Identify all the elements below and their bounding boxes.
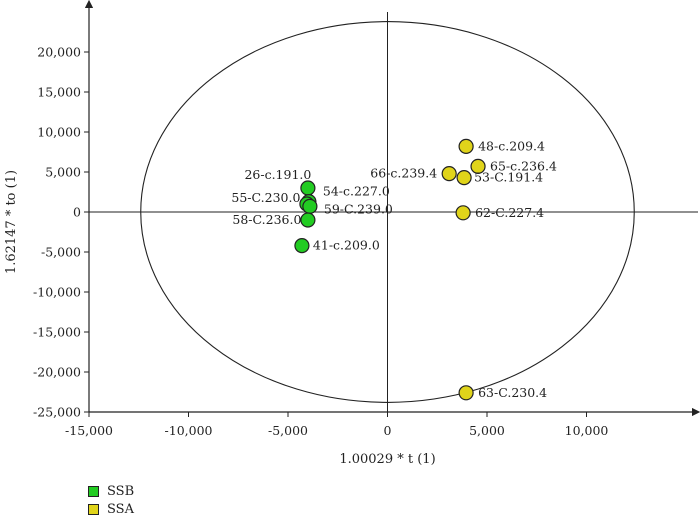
y-tick-label: -20,000 bbox=[33, 365, 81, 380]
y-tick-label: -5,000 bbox=[41, 245, 81, 260]
y-tick-label: 10,000 bbox=[37, 125, 81, 140]
point-label: 41-c.209.0 bbox=[313, 238, 380, 253]
legend-swatch-ssb bbox=[88, 485, 99, 497]
y-tick-label: -25,000 bbox=[33, 405, 81, 420]
y-tick-label: 15,000 bbox=[37, 85, 81, 100]
x-tick-label: 10,000 bbox=[565, 423, 609, 438]
point-label: 58-C.236.0 bbox=[232, 212, 301, 227]
legend-swatch-ssa bbox=[88, 503, 99, 515]
data-point bbox=[458, 385, 474, 401]
legend-label-ssb: SSB bbox=[107, 483, 135, 499]
point-label: 62-C.227.4 bbox=[475, 205, 544, 220]
y-tick-label: -10,000 bbox=[33, 285, 81, 300]
y-axis-label: 1.62147 * to (1) bbox=[4, 170, 19, 274]
x-tick-label: 5,000 bbox=[469, 423, 505, 438]
x-tick-label: -15,000 bbox=[65, 423, 113, 438]
point-label: 53-C.191.4 bbox=[474, 170, 543, 185]
data-point bbox=[300, 180, 316, 196]
data-point bbox=[456, 170, 472, 186]
data-point bbox=[294, 238, 310, 254]
point-label: 48-c.209.4 bbox=[478, 138, 545, 153]
x-tick-label: -5,000 bbox=[268, 423, 308, 438]
data-point bbox=[455, 205, 471, 221]
point-label: 54-c.227.0 bbox=[323, 184, 390, 199]
y-tick-label: 5,000 bbox=[45, 165, 81, 180]
scatter-plot: -15,000 -10,000 -5,000 0 5,000 10,000 20,000 15… bbox=[4, 0, 700, 467]
data-point bbox=[300, 212, 316, 228]
y-tick-label: -15,000 bbox=[33, 325, 81, 340]
data-point bbox=[458, 138, 474, 154]
data-point bbox=[302, 198, 318, 214]
point-label: 66-c.239.4 bbox=[370, 166, 437, 181]
x-axis-label: 1.00029 * t (1) bbox=[339, 452, 435, 467]
y-tick-label: 0 bbox=[73, 205, 81, 220]
y-tick-label: 20,000 bbox=[37, 45, 81, 60]
x-tick-label: 0 bbox=[384, 423, 392, 438]
legend-item-ssb: SSB bbox=[88, 482, 134, 500]
data-point bbox=[470, 158, 486, 174]
point-label: 26-c.191.0 bbox=[244, 167, 311, 182]
point-label: 55-C.230.0 bbox=[231, 190, 300, 205]
legend-item-ssa: SSA bbox=[88, 500, 134, 518]
x-tick-label: -10,000 bbox=[165, 423, 213, 438]
legend-label-ssa: SSA bbox=[107, 501, 134, 517]
data-point bbox=[441, 166, 457, 182]
point-label: 63-C.230.4 bbox=[478, 385, 547, 400]
point-label: 59-C.239.0 bbox=[324, 201, 393, 216]
point-label: 65-c.236.4 bbox=[490, 158, 557, 173]
